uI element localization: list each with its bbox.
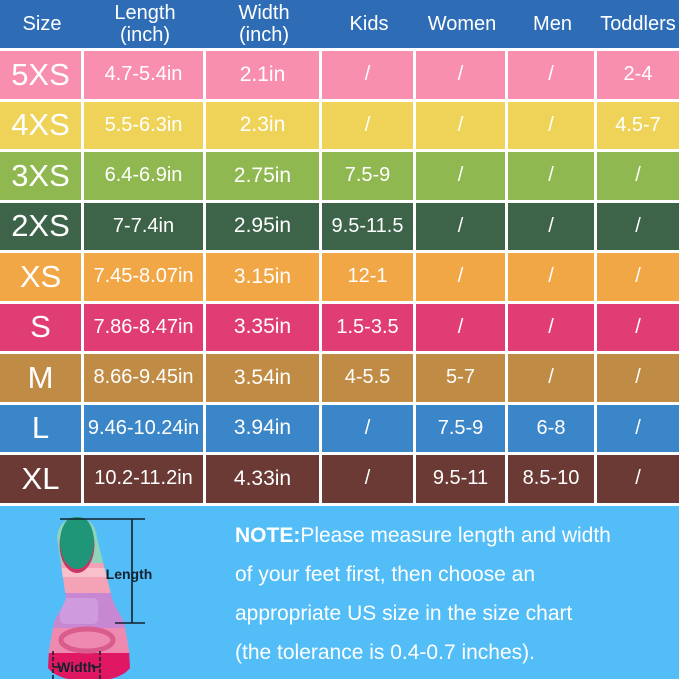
size-table: Size Length (inch) Width (inch) Kids Wom…: [0, 0, 679, 503]
table-cell: 1.5-3.5: [322, 303, 416, 351]
table-cell: /: [416, 253, 508, 301]
table-cell: 2-4: [597, 51, 679, 99]
table-cell: 2.1in: [206, 51, 322, 99]
table-cell: 3.54in: [206, 354, 322, 402]
table-row: XL 10.2-11.2in 4.33in/9.5-11 8.5-10/: [0, 452, 679, 503]
note-label: NOTE:: [235, 523, 301, 547]
table-cell: 3.15in: [206, 253, 322, 301]
table-cell: /: [597, 202, 679, 250]
table-cell: 4.33in: [206, 455, 322, 503]
table-cell: /: [597, 404, 679, 452]
table-cell: 4.5-7: [597, 101, 679, 149]
size-cell: S: [0, 303, 84, 351]
table-cell: /: [322, 51, 416, 99]
table-cell: /: [416, 303, 508, 351]
footer-note-section: Length Width NOTE:Please measure length …: [0, 502, 679, 679]
size-cell: 3XS: [0, 152, 84, 200]
table-cell: 5-7: [416, 354, 508, 402]
column-header-width: Width (inch): [238, 2, 290, 46]
table-cell: /: [597, 152, 679, 200]
table-row: 4XS 5.5-6.3in 2.3in / //4.5-7: [0, 98, 679, 149]
table-cell: 4-5.5: [322, 354, 416, 402]
table-cell: 7-7.4in: [84, 202, 206, 250]
table-cell: 9.5-11.5: [322, 202, 416, 250]
table-cell: 8.5-10: [508, 455, 597, 503]
column-header-kids: Kids: [349, 13, 389, 35]
size-cell: M: [0, 354, 84, 402]
note-line-1: NOTE:Please measure length and width: [235, 523, 611, 547]
table-row: 3XS 6.4-6.9in 2.75in 7.5-9// /: [0, 149, 679, 200]
column-header-men: Men: [533, 13, 572, 35]
column-header-toddlers: Toddlers: [600, 13, 676, 35]
table-cell: /: [597, 455, 679, 503]
table-cell: /: [416, 101, 508, 149]
table-cell: 8.66-9.45in: [84, 354, 206, 402]
note-line-2: of your feet first, then choose an: [235, 562, 536, 586]
size-cell: XL: [0, 455, 84, 503]
table-cell: 12-1: [322, 253, 416, 301]
column-header-length: Length (inch): [114, 2, 176, 46]
table-cell: 3.35in: [206, 303, 322, 351]
table-cell: /: [508, 101, 597, 149]
table-cell: 4.7-5.4in: [84, 51, 206, 99]
table-row: S 7.86-8.47in 3.35in 1.5-3.5// /: [0, 300, 679, 351]
table-cell: 7.86-8.47in: [84, 303, 206, 351]
table-cell: 6-8: [508, 404, 597, 452]
table-cell: /: [322, 455, 416, 503]
fin-graphic: Length Width: [48, 516, 153, 679]
table-cell: 2.75in: [206, 152, 322, 200]
table-cell: 6.4-6.9in: [84, 152, 206, 200]
column-header-size: Size: [22, 13, 62, 35]
table-cell: 9.5-11: [416, 455, 508, 503]
table-cell: 3.94in: [206, 404, 322, 452]
width-dimension-line: [52, 650, 101, 679]
table-cell: 10.2-11.2in: [84, 455, 206, 503]
size-cell: 4XS: [0, 101, 84, 149]
table-cell: /: [416, 51, 508, 99]
table-cell: /: [508, 303, 597, 351]
table-cell: /: [508, 202, 597, 250]
width-label: Width: [57, 659, 96, 675]
table-cell: 7.5-9: [416, 404, 508, 452]
table-cell: 2.95in: [206, 202, 322, 250]
table-row: M 8.66-9.45in 3.54in 4-5.5 5-7//: [0, 351, 679, 402]
table-cell: /: [508, 152, 597, 200]
table-header-row: Size Length (inch) Width (inch) Kids Wom…: [0, 0, 679, 48]
size-cell: 2XS: [0, 202, 84, 250]
note-line-3: appropriate US size in the size chart: [235, 601, 573, 625]
table-row: XS 7.45-8.07in 3.15in 12-1// /: [0, 250, 679, 301]
table-cell: /: [416, 152, 508, 200]
table-cell: 9.46-10.24in: [84, 404, 206, 452]
table-cell: /: [508, 253, 597, 301]
table-cell: /: [508, 51, 597, 99]
table-cell: 5.5-6.3in: [84, 101, 206, 149]
table-body: 5XS 4.7-5.4in 2.1in / //2-4 4XS 5.5-6.3in 2.3in…: [0, 48, 679, 503]
table-row: 5XS 4.7-5.4in 2.1in / //2-4: [0, 48, 679, 99]
fin-illustration: Length Width: [30, 510, 160, 679]
table-row: L 9.46-10.24in 3.94in/7.5-9 6-8/: [0, 401, 679, 452]
length-label: Length: [106, 566, 153, 582]
table-cell: 7.5-9: [322, 152, 416, 200]
table-cell: 7.45-8.07in: [84, 253, 206, 301]
table-cell: /: [322, 101, 416, 149]
note-text: NOTE:Please measure length and width of …: [235, 516, 665, 672]
size-cell: L: [0, 404, 84, 452]
table-cell: /: [322, 404, 416, 452]
column-header-women: Women: [427, 13, 497, 35]
table-row: 2XS 7-7.4in 2.95in 9.5-11.5// /: [0, 199, 679, 250]
table-cell: /: [416, 202, 508, 250]
size-cell: 5XS: [0, 51, 84, 99]
fin-color-bands: [48, 516, 130, 679]
table-cell: /: [508, 354, 597, 402]
length-dimension-line: [60, 517, 145, 624]
note-line-4: (the tolerance is 0.4-0.7 inches).: [235, 640, 535, 664]
table-cell: /: [597, 303, 679, 351]
size-cell: XS: [0, 253, 84, 301]
table-cell: /: [597, 253, 679, 301]
table-cell: /: [597, 354, 679, 402]
table-cell: 2.3in: [206, 101, 322, 149]
